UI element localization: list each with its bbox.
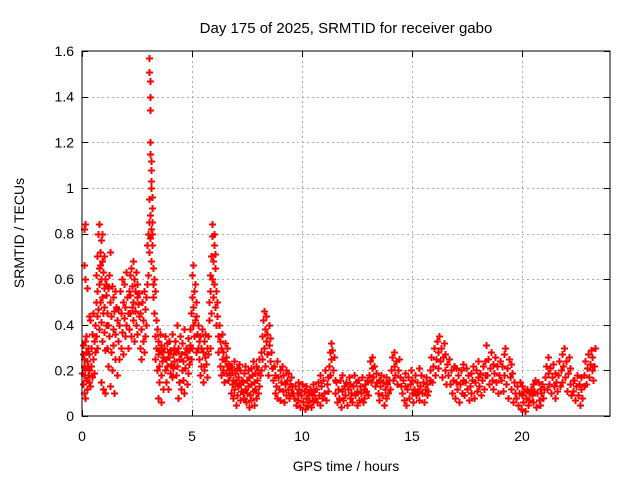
x-tick-label: 10 (294, 428, 310, 444)
y-tick-label: 1.6 (55, 43, 75, 59)
x-tick-label: 5 (188, 428, 196, 444)
chart-title: Day 175 of 2025, SRMTID for receiver gab… (200, 20, 493, 37)
y-tick-label: 0.6 (55, 271, 75, 287)
x-tick-label: 15 (404, 428, 420, 444)
y-tick-label: 0.2 (55, 362, 75, 378)
y-tick-label: 0.4 (55, 317, 75, 333)
y-tick-label: 1.4 (55, 89, 75, 105)
y-tick-label: 0.8 (55, 226, 75, 242)
y-tick-label: 1.2 (55, 134, 75, 150)
x-tick-label: 20 (514, 428, 530, 444)
y-tick-label: 1 (66, 180, 74, 196)
x-tick-labels: 0 5 10 15 20 (78, 428, 530, 444)
plot-border (81, 50, 611, 417)
x-axis-label: GPS time / hours (293, 458, 400, 474)
y-axis-label: SRMTID / TECUs (11, 178, 27, 288)
y-tick-label: 0 (66, 408, 74, 424)
x-tick-label: 0 (78, 428, 86, 444)
y-tick-labels: 0 0.2 0.4 0.6 0.8 1 1.2 1.4 1.6 (55, 43, 75, 424)
